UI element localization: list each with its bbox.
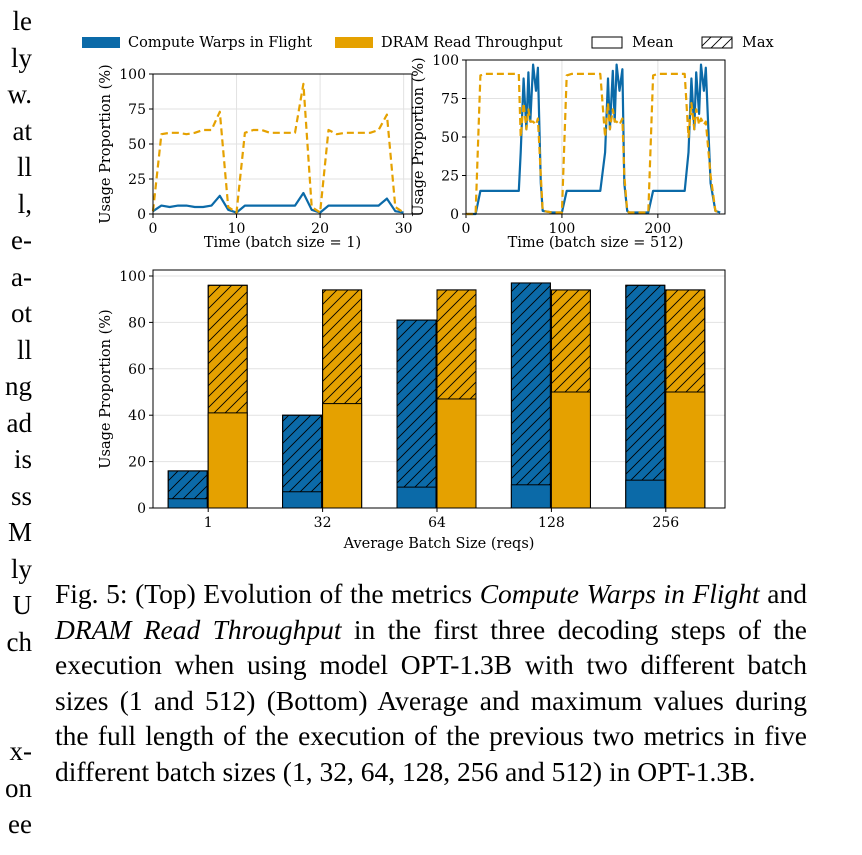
margin-fragment: w. bbox=[7, 79, 33, 109]
x-tick-label: 256 bbox=[652, 515, 679, 531]
margin-fragment: ch bbox=[6, 626, 32, 657]
margin-fragment: x- bbox=[9, 736, 33, 766]
margin-fragment: ly bbox=[10, 42, 32, 73]
y-tick-label: 50 bbox=[128, 137, 146, 153]
x-tick-label: 128 bbox=[538, 515, 565, 531]
y-tick-label: 40 bbox=[128, 408, 146, 424]
y-tick-label: 80 bbox=[128, 315, 146, 331]
figure: Compute Warps in Flight DRAM Read Throug… bbox=[82, 35, 774, 552]
dram-throughput-line bbox=[466, 72, 721, 216]
y-axis-label: Usage Proportion (%) bbox=[98, 309, 114, 468]
margin-fragment: ad bbox=[6, 407, 32, 438]
compute-mean-bar bbox=[625, 479, 666, 509]
margin-fragment: ee bbox=[8, 809, 32, 839]
dram-mean-bar bbox=[550, 391, 591, 509]
bar-chart-averages: 0 20 40 60 80 100 1 32 64 128 256 Average Batch Siz… bbox=[98, 269, 726, 552]
dram-mean-bar bbox=[665, 391, 706, 509]
legend-dram-label: DRAM Read Throughput bbox=[381, 35, 563, 51]
max-bar-hatch bbox=[396, 319, 437, 509]
y-tick-label: 75 bbox=[441, 92, 459, 108]
y-axis-label: Usage Proportion (%) bbox=[411, 57, 427, 216]
margin-fragment: on bbox=[5, 772, 32, 803]
x-tick-label: 20 bbox=[311, 221, 329, 237]
y-tick-label: 25 bbox=[441, 169, 459, 185]
x-tick-label: 0 bbox=[149, 221, 158, 237]
legend-dram-swatch bbox=[335, 37, 373, 48]
x-tick-label: 100 bbox=[549, 221, 576, 237]
legend-mean-swatch bbox=[591, 36, 623, 49]
max-bar-hatch bbox=[510, 282, 551, 509]
legend-max-label: Max bbox=[742, 35, 774, 51]
margin-fragment: le bbox=[12, 6, 33, 36]
margin-fragment: ng bbox=[5, 371, 32, 401]
figure-caption: Fig. 5: (Top) Evolution of the metrics C… bbox=[55, 576, 807, 790]
x-axis-label: Time (batch size = 512) bbox=[508, 235, 684, 251]
dram-mean-bar bbox=[207, 412, 248, 509]
x-tick-label: 200 bbox=[644, 221, 671, 237]
x-tick-label: 0 bbox=[462, 221, 471, 237]
caption-suffix: in the first three decoding steps of the… bbox=[55, 613, 807, 787]
plot-frame bbox=[152, 269, 726, 509]
compute-mean-bar bbox=[282, 491, 323, 509]
legend-max-swatch bbox=[701, 36, 733, 49]
y-tick-label: 20 bbox=[128, 455, 146, 471]
margin-fragment: a- bbox=[11, 261, 32, 292]
compute-warps-line bbox=[466, 63, 721, 216]
legend-compute-label: Compute Warps in Flight bbox=[128, 35, 312, 51]
y-tick-label: 50 bbox=[441, 130, 459, 146]
x-axis-label: Average Batch Size (reqs) bbox=[343, 536, 535, 552]
x-tick-label: 32 bbox=[314, 515, 332, 531]
x-tick-label: 1 bbox=[204, 515, 213, 531]
caption-middle: and bbox=[759, 578, 808, 609]
x-axis-label: Time (batch size = 1) bbox=[204, 235, 361, 251]
y-tick-label: 25 bbox=[128, 172, 146, 188]
margin-fragment: ll bbox=[16, 334, 32, 365]
margin-fragment: e- bbox=[11, 225, 32, 255]
caption-prefix: Fig. 5: (Top) Evolution of the metrics bbox=[55, 578, 480, 609]
x-tick-label: 30 bbox=[395, 221, 413, 237]
caption-italic-dram: DRAM Read Throughput bbox=[55, 613, 342, 645]
margin-fragment: U bbox=[12, 590, 33, 620]
dram-mean-bar bbox=[436, 398, 477, 509]
x-tick-label: 64 bbox=[428, 515, 446, 531]
legend-compute-swatch bbox=[82, 37, 120, 48]
plot-frame bbox=[152, 73, 413, 215]
dram-mean-bar bbox=[322, 403, 363, 509]
compute-mean-bar bbox=[167, 498, 208, 509]
y-tick-label: 0 bbox=[450, 207, 459, 223]
margin-fragment: l, bbox=[17, 188, 32, 219]
margin-fragment: ly bbox=[10, 553, 32, 584]
y-tick-label: 0 bbox=[137, 207, 146, 223]
margin-fragment: M bbox=[7, 517, 32, 547]
y-tick-label: 60 bbox=[128, 362, 146, 378]
x-tick-label: 10 bbox=[228, 221, 246, 237]
line-chart-batch-1: 0 25 50 75 100 0 10 20 30 Time (batch size = 1) Us… bbox=[98, 64, 413, 251]
margin-fragment: is bbox=[13, 444, 32, 474]
y-tick-label: 100 bbox=[119, 67, 146, 83]
y-tick-label: 0 bbox=[137, 501, 146, 517]
margin-fragment: ll bbox=[16, 152, 32, 182]
margin-fragment: ot bbox=[10, 298, 32, 328]
y-axis-label: Usage Proportion (%) bbox=[98, 64, 114, 223]
y-tick-label: 100 bbox=[432, 53, 459, 69]
caption-italic-compute: Compute Warps in Flight bbox=[479, 578, 760, 609]
compute-mean-bar bbox=[510, 484, 551, 509]
dram-throughput-line bbox=[151, 82, 405, 214]
compute-mean-bar bbox=[396, 486, 437, 509]
y-tick-label: 100 bbox=[119, 269, 146, 285]
plot-frame bbox=[465, 59, 726, 215]
y-tick-label: 75 bbox=[128, 102, 146, 118]
legend-mean-label: Mean bbox=[632, 35, 673, 51]
margin-fragment: ss bbox=[10, 480, 32, 511]
legend: Compute Warps in Flight DRAM Read Throug… bbox=[82, 35, 774, 51]
max-bar-hatch bbox=[625, 284, 666, 509]
margin-fragment: at bbox=[12, 115, 33, 146]
compute-warps-line bbox=[152, 191, 404, 214]
